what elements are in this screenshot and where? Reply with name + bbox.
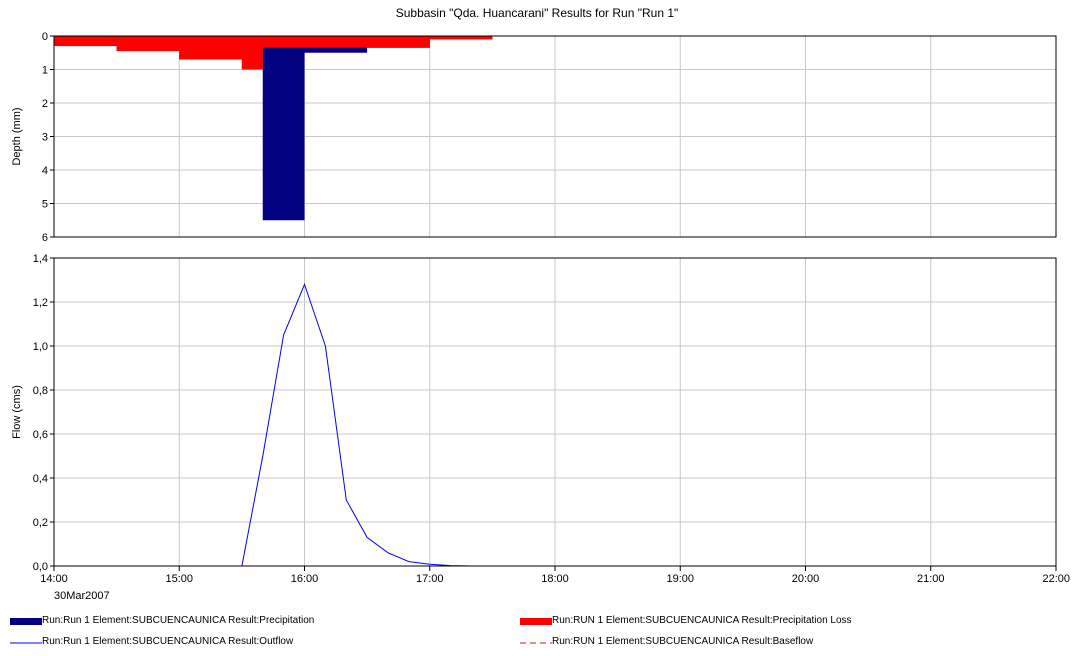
time-xtick-label: 18:00: [541, 573, 569, 585]
time-xtick-label: 15:00: [165, 573, 193, 585]
flow-ytick-label: 0,0: [33, 561, 48, 573]
depth-ytick-label: 3: [42, 132, 48, 144]
depth-ytick-label: 6: [42, 232, 48, 244]
precipitation-loss-bar: [304, 36, 368, 48]
flow-axis-label: Flow (cms): [11, 385, 23, 439]
flow-ytick-label: 0,6: [33, 429, 48, 441]
flow-ytick-label: 1,2: [33, 297, 48, 309]
precipitation-loss-bar: [241, 36, 263, 70]
flow-ytick-label: 0,8: [33, 385, 48, 397]
flow-ytick-label: 0,4: [33, 473, 48, 485]
precipitation-loss-bar: [116, 36, 180, 52]
precipitation-bar: [262, 36, 305, 221]
precipitation-loss-bar: [367, 36, 430, 48]
legend-precipitation-loss-label: Run:RUN 1 Element:SUBCUENCAUNICA Result:…: [552, 615, 852, 626]
precipitation-loss-bar: [54, 36, 117, 47]
chart-title: Subbasin "Qda. Huancarani" Results for R…: [395, 6, 679, 20]
legend-baseflow-label: Run:RUN 1 Element:SUBCUENCAUNICA Result:…: [552, 636, 814, 647]
depth-ytick-label: 5: [42, 199, 48, 211]
depth-ytick-label: 4: [42, 165, 48, 177]
legend-outflow-label: Run:Run 1 Element:SUBCUENCAUNICA Result:…: [42, 636, 294, 647]
depth-ytick-label: 0: [42, 31, 48, 43]
time-xtick-label: 17:00: [416, 573, 444, 585]
precipitation-loss-bar: [179, 36, 242, 60]
precipitation-loss-bar: [429, 36, 493, 40]
time-xtick-label: 19:00: [666, 573, 694, 585]
outflow-line: [54, 282, 1056, 567]
flow-ytick-label: 1,4: [33, 253, 48, 265]
time-xtick-label: 20:00: [792, 573, 820, 585]
legend-precipitation-swatch: [10, 618, 42, 625]
legend-precipitation-loss-swatch: [520, 618, 552, 625]
depth-ytick-label: 1: [42, 65, 48, 77]
flow-ytick-label: 0,2: [33, 517, 48, 529]
time-xtick-label: 14:00: [40, 573, 68, 585]
time-xtick-label: 16:00: [291, 573, 319, 585]
flow-ytick-label: 1,0: [33, 341, 48, 353]
legend-precipitation-label: Run:Run 1 Element:SUBCUENCAUNICA Result:…: [42, 615, 315, 626]
depth-axis-label: Depth (mm): [11, 107, 23, 165]
depth-ytick-label: 2: [42, 98, 48, 110]
precipitation-loss-bar: [262, 36, 305, 48]
time-xtick-label: 21:00: [917, 573, 945, 585]
date-label: 30Mar2007: [54, 590, 110, 602]
time-xtick-label: 22:00: [1042, 573, 1070, 585]
